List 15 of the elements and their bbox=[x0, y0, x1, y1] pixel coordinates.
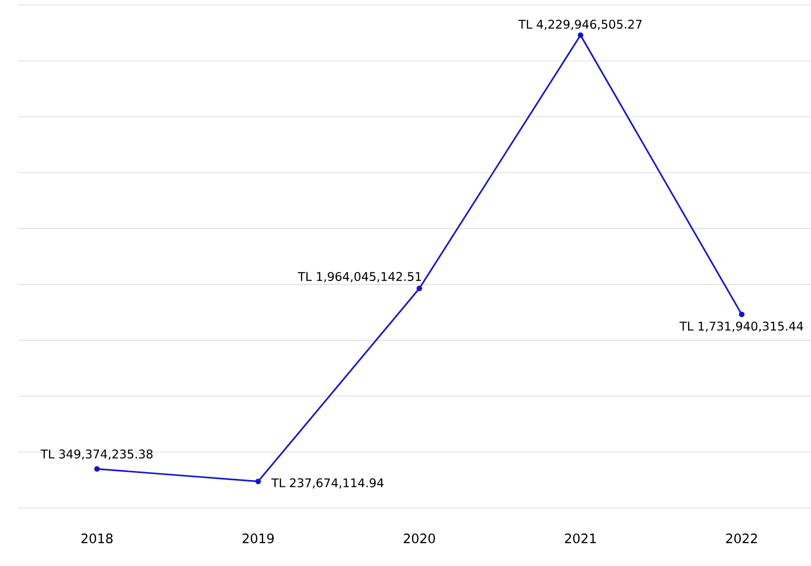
x-tick-label: 2018 bbox=[81, 534, 113, 544]
point bbox=[255, 478, 261, 484]
data-label: TL 1,964,045,142.51 bbox=[298, 272, 422, 282]
x-tick-label: 2020 bbox=[404, 534, 435, 544]
point bbox=[578, 32, 584, 38]
data-label: TL 237,674,114.94 bbox=[271, 478, 384, 489]
data-label: TL 1,731,940,315.44 bbox=[680, 322, 804, 332]
point bbox=[94, 466, 100, 472]
data-label: TL 349,374,235.38 bbox=[40, 449, 153, 460]
x-tick-label: 2022 bbox=[726, 534, 757, 544]
x-tick-label: 2019 bbox=[242, 534, 274, 544]
point bbox=[416, 286, 422, 292]
x-tick-label: 2021 bbox=[564, 534, 596, 544]
data-label: TL 4,229,946,505.27 bbox=[518, 20, 642, 30]
point bbox=[738, 312, 744, 318]
